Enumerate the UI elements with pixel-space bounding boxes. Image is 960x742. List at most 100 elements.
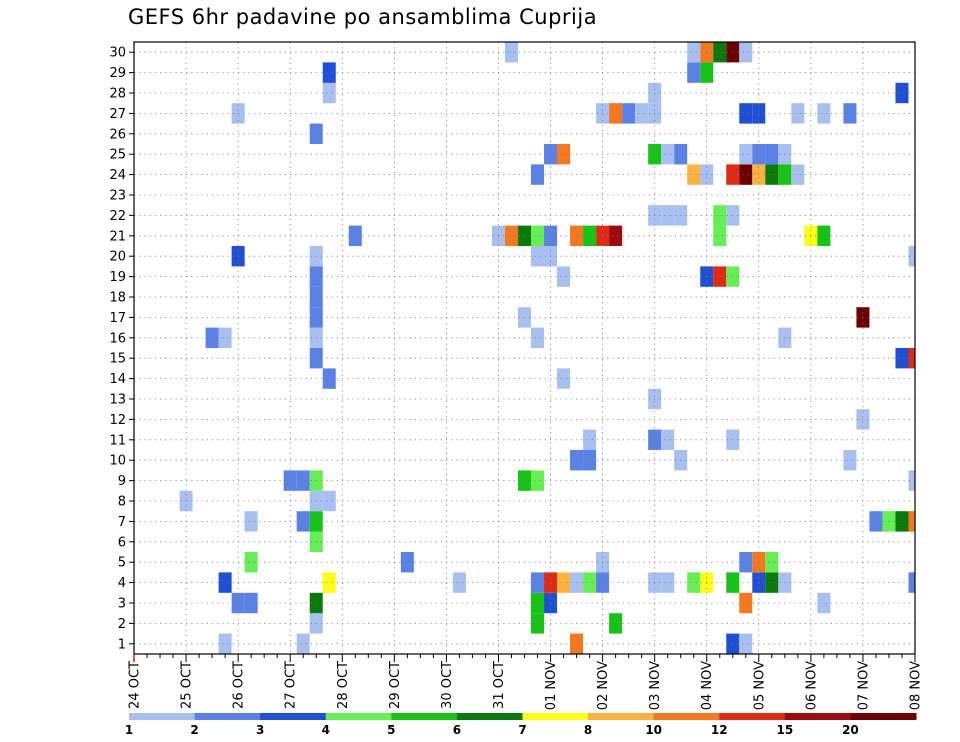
heatmap-cell [557,266,571,287]
x-tick-label: 25 OCT [180,661,195,709]
y-tick-label: 7 [118,515,126,530]
y-tick-label: 23 [109,189,126,204]
heatmap-cell [322,62,336,83]
x-tick-label: 01 NOV [544,661,559,710]
heatmap-cell [531,613,545,634]
heatmap-cell [583,429,597,450]
heatmap-cell [713,266,727,287]
heatmap-cell [713,42,727,63]
y-tick-label: 4 [118,576,126,591]
y-tick-label: 17 [109,311,126,326]
heatmap-cell [452,572,466,593]
y-tick-label: 28 [109,87,126,102]
y-tick-label: 26 [109,127,126,142]
heatmap-cell [609,225,623,246]
legend-label: 10 [645,723,662,737]
x-tick-label: 28 OCT [336,661,351,709]
legend-label: 6 [453,723,461,737]
heatmap-cell [908,246,915,267]
heatmap-cell [765,572,779,593]
heatmap-cell [244,511,258,532]
y-tick-label: 29 [109,66,126,81]
x-tick-label: 04 NOV [700,661,715,710]
y-tick-label: 25 [109,148,126,163]
heatmap-cell [557,144,571,165]
heatmap-cell [661,429,675,450]
y-tick-label: 21 [109,229,126,244]
y-tick-label: 13 [109,393,126,408]
heatmap-cell [531,164,545,185]
y-tick-label: 16 [109,331,126,346]
heatmap-cell [739,144,753,165]
heatmap-cell [531,572,545,593]
y-tick-label: 1 [118,637,126,652]
heatmap-cell [661,572,675,593]
heatmap-cell [739,552,753,573]
heatmap-cell [908,348,915,369]
heatmap-cell [739,164,753,185]
heatmap-cell [869,511,883,532]
y-tick-label: 15 [109,352,126,367]
heatmap-cell [322,490,336,512]
heatmap-cell [296,511,310,532]
legend-swatch [325,713,392,720]
legend-swatch [260,713,327,720]
heatmap-cell [218,633,232,654]
y-tick-label: 3 [118,597,126,612]
heatmap-cell [531,470,545,491]
heatmap-cell [557,368,571,389]
heatmap-cell [687,164,701,185]
legend-swatch [194,713,261,720]
x-tick-label: 02 NOV [596,661,611,710]
y-tick-label: 18 [109,291,126,306]
heatmap-cell [322,82,336,104]
grid-lines [134,42,915,654]
heatmap-cell [791,164,805,185]
legend-label: 8 [584,723,592,737]
heatmap-cell [713,205,727,226]
legend-swatch [522,713,589,720]
chart-title: GEFS 6hr padavine po ansamblima Cuprija [128,5,598,29]
heatmap-cell [895,348,909,369]
y-tick-label: 14 [109,372,126,387]
heatmap-cell [895,511,909,532]
heatmap-cell [687,572,701,593]
heatmap-cell [843,450,857,471]
heatmap-cell [895,82,909,104]
heatmap-cell [687,42,701,63]
legend-label: 20 [842,723,859,737]
heatmap-cell [817,592,831,614]
heatmap-cell [583,572,597,593]
heatmap-cell [739,592,753,614]
heatmap-cell [531,246,545,267]
legend-swatch [588,713,655,720]
heatmap-cell [609,103,623,124]
y-tick-label: 8 [118,495,126,510]
x-tick-label: 29 OCT [388,661,403,709]
heatmap-cell [296,470,310,491]
y-tick-label: 22 [109,209,126,224]
x-tick-label: 31 OCT [492,661,507,709]
legend-label: 1 [125,723,133,737]
x-tick-label: 06 NOV [804,661,819,710]
heatmap-cell [635,103,649,124]
heatmap-cell [817,103,831,124]
y-tick-label: 30 [109,46,126,61]
x-axis: 24 OCT 25 OCT 26 OCT 27 OCT 28 OCT 29 OCT 30 O… [128,654,924,710]
y-tick-label: 2 [118,617,126,632]
legend-swatch [653,713,720,720]
y-tick-label: 10 [109,454,126,469]
heatmap-cell [531,327,545,348]
heatmap-cell [583,450,597,471]
color-legend: 1 2 3 4 5 6 7 8 10 12 15 20 [125,713,917,737]
y-tick-label: 11 [109,433,126,448]
heatmap-cell [713,225,727,246]
legend-swatch [456,713,523,720]
heatmap-cell [661,144,675,165]
legend-label: 12 [711,723,728,737]
heatmap-cell [531,225,545,246]
heatmap-cell [739,42,753,63]
heatmap-cell [765,552,779,573]
heatmap-cell [765,144,779,165]
